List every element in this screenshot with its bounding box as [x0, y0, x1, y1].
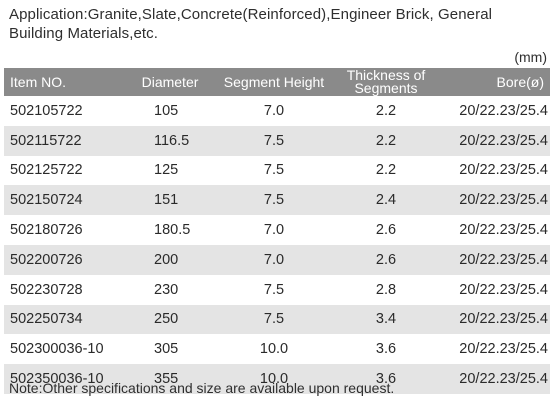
cell-diameter: 180.5 — [154, 222, 191, 239]
cell-diameter: 200 — [154, 251, 179, 268]
cell-item-no: 502115722 — [10, 132, 82, 149]
cell-bore: 20/22.23/25.4 — [459, 281, 548, 298]
table-row: 502180726 180.5 7.0 2.6 20/22.23/25.4 — [4, 215, 550, 245]
header-thickness-line2: Segments — [354, 80, 418, 96]
note-text: Note:Other specifications and size are a… — [9, 380, 395, 396]
cell-item-no: 502300036-10 — [10, 341, 104, 358]
cell-item-no: 502125722 — [10, 162, 83, 179]
cell-diameter: 355 — [154, 371, 179, 388]
cell-bore: 20/22.23/25.4 — [459, 371, 548, 388]
cell-segment-height: 7.5 — [263, 162, 285, 179]
cell-segment-height: 7.0 — [263, 222, 285, 239]
cell-item-no: 502105722 — [10, 102, 83, 119]
cell-bore: 20/22.23/25.4 — [459, 102, 548, 119]
cell-item-no: 502230728 — [10, 281, 83, 298]
cell-diameter: 105 — [154, 102, 179, 119]
unit-label: (mm) — [514, 49, 547, 65]
cell-item-no: 502250734 — [10, 311, 83, 328]
table-row: 502250734 250 7.5 3.4 20/22.23/25.4 — [4, 304, 550, 335]
cell-diameter: 125 — [154, 162, 179, 179]
header-thickness: Thickness of Segments — [338, 68, 434, 96]
spec-table-body: 502105722 105 7.0 2.2 20/22.23/25.4 502115722… — [4, 96, 550, 394]
cell-bore: 20/22.23/25.4 — [459, 192, 548, 209]
cell-segment-height: 7.5 — [263, 281, 285, 298]
cell-item-no: 502180726 — [10, 222, 83, 239]
table-row: 502115722 116.5 7.5 2.2 20/22.23/25.4 — [4, 125, 550, 156]
cell-diameter: 250 — [154, 311, 179, 328]
header-row: Item NO. Diameter Segment Height Thickne… — [4, 68, 550, 96]
cell-thickness: 3.6 — [375, 341, 397, 358]
cell-diameter: 305 — [154, 341, 179, 358]
cell-segment-height: 7.5 — [263, 192, 285, 209]
cell-item-no: 502150724 — [10, 192, 83, 209]
cell-segment-height: 7.0 — [263, 251, 285, 268]
cell-diameter: 116.5 — [154, 132, 190, 149]
cell-thickness: 3.6 — [375, 371, 397, 388]
cell-segment-height: 7.5 — [263, 311, 285, 328]
cell-thickness: 2.2 — [375, 162, 397, 179]
spec-table: Item NO. Diameter Segment Height Thickne… — [4, 68, 550, 394]
cell-bore: 20/22.23/25.4 — [459, 162, 548, 179]
cell-item-no: 502350036-10 — [10, 371, 104, 388]
table-row: 502150724 151 7.5 2.4 20/22.23/25.4 — [4, 185, 550, 216]
header-item-no: Item NO. — [10, 73, 67, 90]
cell-diameter: 151 — [154, 192, 179, 209]
table-row: 502230728 230 7.5 2.8 20/22.23/25.4 — [4, 275, 550, 305]
cell-thickness: 2.4 — [375, 192, 397, 209]
cell-thickness: 2.6 — [375, 222, 397, 239]
header-segment-height: Segment Height — [223, 73, 325, 90]
table-row: 502350036-10 355 10.0 3.6 20/22.23/25.4 — [4, 364, 550, 394]
cell-segment-height: 10.0 — [259, 371, 289, 388]
cell-bore: 20/22.23/25.4 — [459, 251, 548, 268]
cell-thickness: 2.2 — [375, 132, 397, 149]
cell-item-no: 502200726 — [10, 251, 83, 268]
cell-thickness: 2.6 — [375, 251, 397, 268]
cell-segment-height: 7.0 — [263, 102, 285, 119]
cell-bore: 20/22.23/25.4 — [459, 132, 548, 149]
header-bore: Bore(ø) — [496, 73, 544, 90]
table-row: 502105722 105 7.0 2.2 20/22.23/25.4 — [4, 96, 550, 126]
cell-segment-height: 10.0 — [259, 341, 289, 358]
spec-table-header: Item NO. Diameter Segment Height Thickne… — [4, 68, 550, 96]
table-row: 502125722 125 7.5 2.2 20/22.23/25.4 — [4, 156, 550, 186]
cell-thickness: 2.2 — [375, 102, 397, 119]
cell-diameter: 230 — [154, 281, 179, 298]
application-description: Application:Granite,Slate,Concrete(Reinf… — [9, 6, 493, 42]
cell-segment-height: 7.5 — [263, 132, 285, 149]
table-row: 502200726 200 7.0 2.6 20/22.23/25.4 — [4, 244, 550, 275]
cell-thickness: 3.4 — [375, 311, 397, 328]
cell-bore: 20/22.23/25.4 — [459, 222, 548, 239]
cell-bore: 20/22.23/25.4 — [459, 311, 548, 328]
header-thickness-line1: Thickness of — [346, 67, 426, 83]
cell-bore: 20/22.23/25.4 — [459, 341, 548, 358]
cell-thickness: 2.8 — [375, 281, 397, 298]
table-row: 502300036-10 305 10.0 3.6 20/22.23/25.4 — [4, 334, 550, 364]
header-diameter: Diameter — [141, 73, 199, 90]
